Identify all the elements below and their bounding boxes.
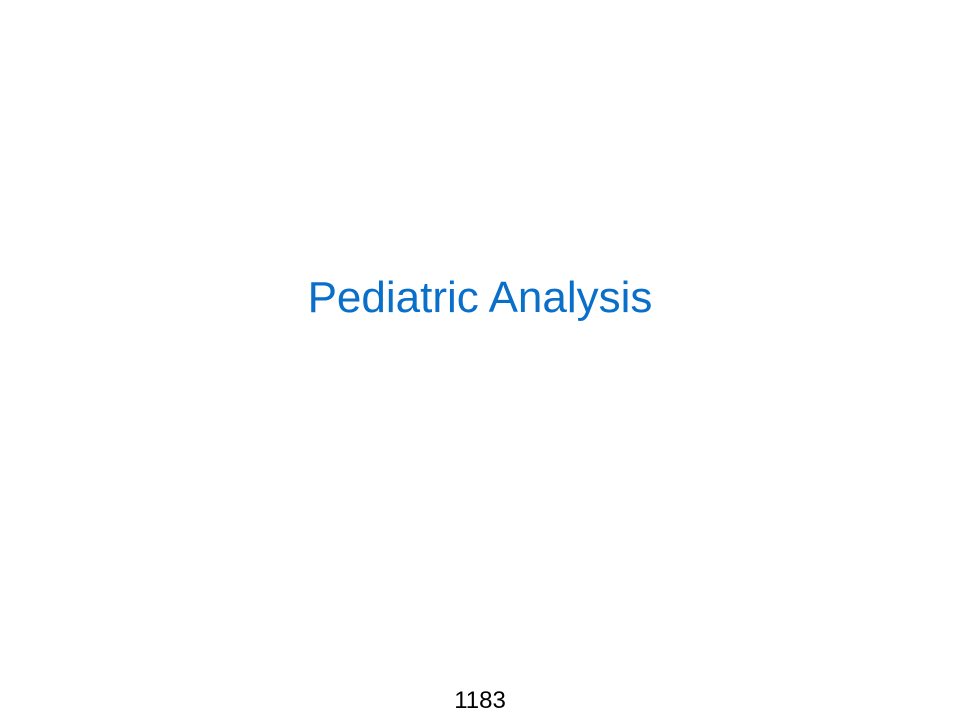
page-number: 1183 — [454, 687, 506, 714]
slide-title: Pediatric Analysis — [307, 273, 653, 322]
